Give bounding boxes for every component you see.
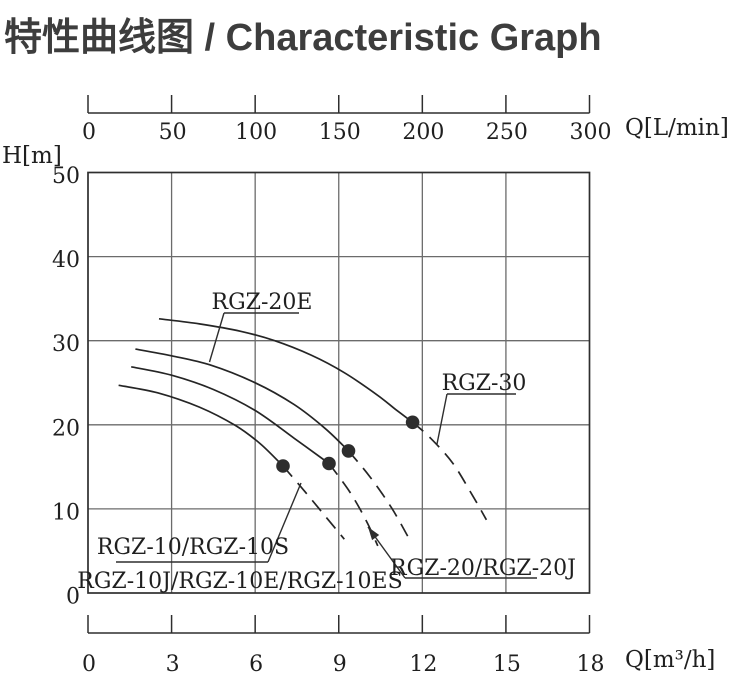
duty-point-rgz20 (322, 456, 336, 471)
curve-rgz10-solid (118, 384, 284, 467)
bottom-axis-tick-label: 9 (333, 652, 347, 677)
left-axis-tick-label: 0 (66, 585, 80, 610)
top-axis-tick-label: 50 (159, 120, 187, 145)
curve-rgz30-dashed (412, 421, 488, 521)
curve-label-rgz30: RGZ-30 (442, 371, 527, 396)
curve-label-rgz10-extra: RGZ-10J/RGZ-10E/RGZ-10ES (77, 569, 402, 594)
curve-label-rgz20: RGZ-20/RGZ-20J (390, 556, 576, 581)
bottom-axis-tick-label: 0 (82, 652, 96, 677)
curve-label-rgz10: RGZ-10/RGZ-10S (97, 535, 289, 560)
bottom-axis-tick-label: 18 (577, 652, 605, 677)
label-callout-rgz10 (267, 482, 302, 563)
curve-rgz20-solid (131, 365, 330, 465)
left-axis-tick-label: 40 (52, 248, 80, 273)
page-title: 特性曲线图 / Characteristic Graph (4, 17, 602, 59)
top-axis-tick-label: 300 (570, 120, 612, 145)
duty-point-rgz10 (276, 459, 290, 473)
label-callout-rgz30 (436, 393, 448, 445)
curve-label-rgz20e: RGZ-20E (212, 290, 313, 315)
left-axis-tick-label: 10 (52, 500, 80, 525)
plot-frame (87, 171, 591, 594)
top-axis-tick-label: 100 (235, 120, 277, 145)
left-axis-tick-label: 20 (52, 416, 80, 441)
curve-rgz20-dashed (328, 462, 379, 547)
duty-point-rgz30 (405, 415, 420, 430)
curve-label-callouts: RGZ-30 RGZ-20E RGZ-20/RGZ-20J RGZ-10/RGZ-10… (77, 290, 576, 594)
duty-point-rgz20e (341, 444, 356, 458)
top-axis-unit-label: Q[L/min] (625, 115, 729, 141)
left-axis-tick-label: 30 (52, 332, 80, 357)
curve-rgz20e-dashed (347, 450, 412, 543)
top-axis-tick-label: 200 (402, 120, 444, 145)
bottom-axis-tick-label: 6 (249, 652, 263, 677)
label-callout-rgz20e (208, 312, 225, 363)
left-axis-tick-label: 50 (52, 164, 80, 189)
bottom-axis-tick-label: 15 (493, 652, 521, 677)
left-axis-unit-label: H[m] (2, 143, 62, 169)
pump-curves (118, 317, 488, 547)
label-callout-arrowhead-rgz20 (368, 527, 380, 541)
top-axis-tick-label: 0 (82, 120, 96, 145)
curve-rgz30-solid (158, 317, 414, 423)
top-axis-tick-label: 250 (486, 120, 528, 145)
curve-rgz10-dashed (282, 465, 345, 540)
curve-rgz20e-solid (135, 348, 350, 452)
bottom-axis-tick-label: 12 (409, 652, 437, 677)
bottom-axis-tick-label: 3 (166, 652, 180, 677)
bottom-axis-unit-label: Q[m³/h] (625, 647, 715, 673)
axis-rulers (87, 95, 591, 634)
top-axis-tick-label: 150 (319, 120, 361, 145)
